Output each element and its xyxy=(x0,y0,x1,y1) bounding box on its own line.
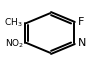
Text: F: F xyxy=(78,17,84,27)
Text: NO$_2$: NO$_2$ xyxy=(5,37,25,50)
Text: CH$_3$: CH$_3$ xyxy=(4,16,23,29)
Text: N: N xyxy=(78,38,86,48)
